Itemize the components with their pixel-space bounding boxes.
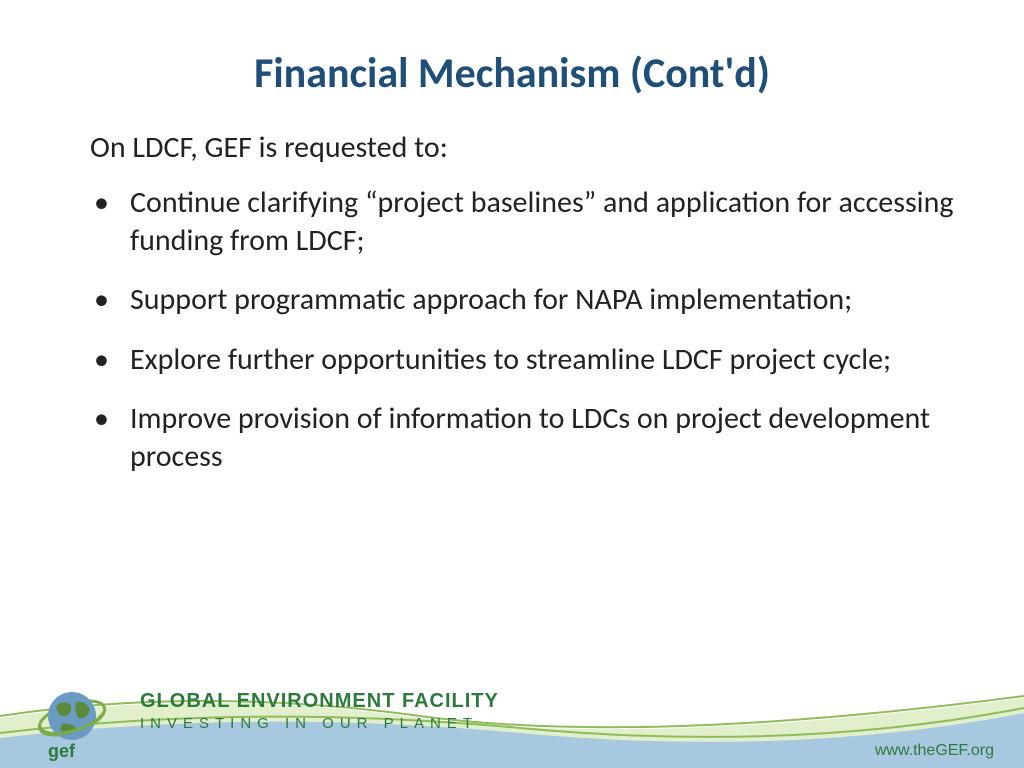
bullet-list: Continue clarifying “project baselines” … <box>90 184 964 475</box>
slide-title: Financial Mechanism (Cont'd) <box>0 0 1024 129</box>
intro-text: On LDCF, GEF is requested to: <box>90 129 964 166</box>
org-text-block: GLOBAL ENVIRONMENT FACILITY INVESTING IN… <box>140 690 499 732</box>
footer: gef GLOBAL ENVIRONMENT FACILITY INVESTIN… <box>0 658 1024 768</box>
slide: Financial Mechanism (Cont'd) On LDCF, GE… <box>0 0 1024 768</box>
gef-short-name: gef <box>48 741 75 762</box>
bullet-item: Support programmatic approach for NAPA i… <box>90 281 964 319</box>
content-area: On LDCF, GEF is requested to: Continue c… <box>0 129 1024 475</box>
bullet-item: Improve provision of information to LDCs… <box>90 400 964 475</box>
org-name: GLOBAL ENVIRONMENT FACILITY <box>140 690 499 713</box>
bullet-item: Explore further opportunities to streaml… <box>90 341 964 379</box>
org-tagline: INVESTING IN OUR PLANET <box>140 715 499 732</box>
bullet-item: Continue clarifying “project baselines” … <box>90 184 964 259</box>
footer-url: www.theGEF.org <box>875 742 994 760</box>
